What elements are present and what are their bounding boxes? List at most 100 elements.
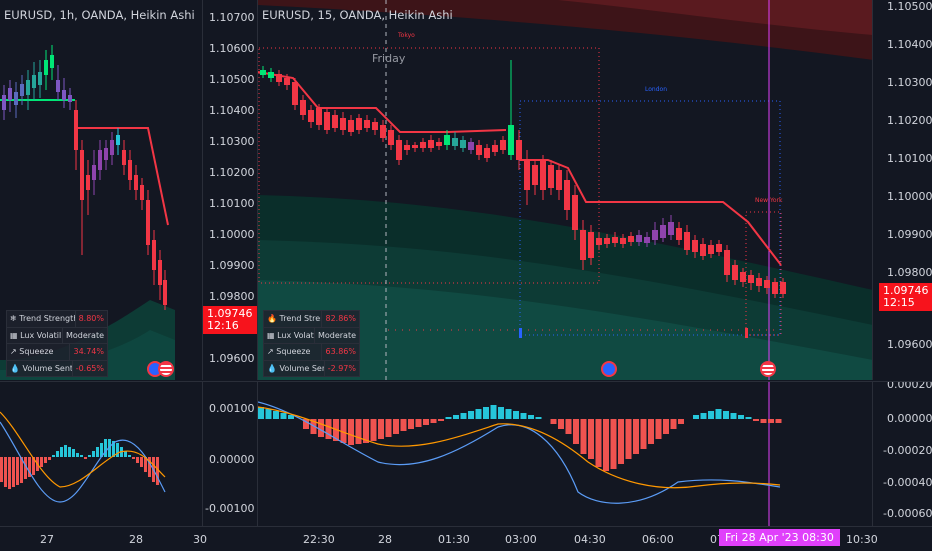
left-macd-bar [88, 455, 91, 457]
right-stat-label: Volume Sentiment [279, 363, 324, 373]
right-candle [372, 122, 378, 130]
drop-icon: 💧 [10, 363, 23, 373]
left-macd-pane[interactable] [0, 381, 202, 527]
right-macd-bar [550, 419, 557, 424]
right-candle [436, 142, 442, 146]
left-flag-us-icon[interactable] [158, 361, 174, 377]
right-stat-key: ▦ Lux Volatility [264, 327, 315, 343]
right-stat-row: ↗ Squeeze 63.86% [264, 344, 359, 361]
right-candle [676, 228, 682, 240]
right-signal-line [258, 406, 781, 489]
chart-icon: ▦ [10, 330, 21, 340]
right-macd-bar [655, 419, 662, 439]
right-candle [660, 225, 666, 238]
left-signal-line [0, 411, 166, 488]
right-candle [740, 272, 746, 282]
right-candle [412, 145, 418, 148]
left-price-tick: 1.09600 [209, 352, 255, 365]
right-macd-bar [265, 409, 272, 419]
right-candle [380, 125, 386, 138]
left-macd-bar [60, 447, 63, 457]
right-macd-bar [348, 419, 354, 445]
right-candle [748, 275, 754, 283]
right-candle [644, 237, 650, 243]
right-macd-bar [723, 411, 729, 419]
left-candle [56, 80, 60, 92]
right-candle [460, 140, 466, 148]
right-time-label: 01:30 [438, 533, 470, 546]
right-candle [428, 140, 434, 148]
snowflake-icon: ❄ [10, 314, 20, 323]
left-price-axis[interactable]: 1.10700 1.10600 1.10500 1.10400 1.10300 1.102… [202, 0, 257, 380]
right-macd-bar [498, 407, 504, 419]
left-candle [68, 95, 72, 102]
left-time-label: 28 [129, 533, 143, 546]
right-top-cloud-inner [558, 0, 873, 35]
right-macd-bar [475, 409, 482, 419]
right-macd-bar [535, 417, 542, 419]
right-stat-row: 🔥 Trend Strength82.86% [264, 311, 359, 328]
left-macd-bar [68, 447, 71, 457]
right-price-axis[interactable]: 1.10500 1.10400 1.10300 1.10200 1.10100 1.100… [872, 0, 932, 380]
right-candle [324, 112, 330, 130]
ny-marker [745, 328, 748, 338]
left-macd-bar [24, 457, 27, 479]
right-time-label: 22:30 [303, 533, 335, 546]
right-macd-bar [745, 417, 752, 419]
left-macd-bar [0, 457, 3, 482]
time-axis[interactable] [0, 526, 932, 551]
right-flag-us-icon[interactable] [760, 361, 776, 377]
right-macd-bar [580, 419, 587, 454]
right-time-label: 04:30 [574, 533, 606, 546]
left-macd-bar [12, 457, 15, 487]
right-supertrend-bear [258, 71, 507, 133]
london-label: London [645, 86, 667, 93]
right-price-tag: 1.09746 12:15 [879, 283, 932, 311]
right-macd-bar [528, 415, 534, 419]
right-macd-pane[interactable] [257, 381, 873, 527]
left-stat-row: ▦ Lux VolatilityModerate [7, 327, 107, 344]
left-candle [32, 75, 36, 88]
arrow-icon: ↗ [267, 347, 277, 356]
left-macd-bar [32, 457, 35, 475]
right-price-tick: 1.10100 [887, 152, 932, 165]
left-macd-line [0, 421, 166, 503]
left-time-label: 27 [40, 533, 54, 546]
newyork-label: New York [755, 197, 783, 204]
right-candle [260, 70, 266, 75]
right-chart-pane[interactable] [257, 0, 873, 380]
left-stat-label: Squeeze [19, 347, 54, 356]
right-macd-tick: 0.00000 [887, 412, 932, 425]
left-stat-key: 💧 Volume Sentiment [7, 360, 73, 376]
left-candle [8, 88, 12, 100]
left-price-tag: 1.09746 12:16 [203, 306, 257, 334]
right-macd-bar [715, 409, 722, 419]
right-macd-tick: -0.00020 [883, 444, 932, 457]
right-macd-bar [258, 407, 264, 419]
right-macd-bar [520, 413, 527, 419]
right-candle [732, 265, 738, 280]
right-macd-bar [408, 419, 414, 429]
left-candle [2, 95, 6, 110]
right-macd-bar [738, 415, 744, 419]
right-macd-bar [730, 413, 737, 419]
left-macd-bar [16, 457, 19, 485]
left-macd-tick: 0.00100 [209, 402, 255, 415]
right-candle [292, 82, 298, 105]
right-price-tick: 1.10500 [887, 0, 932, 13]
left-stat-row: 💧 Volume Sentiment-0.65% [7, 360, 107, 376]
right-macd-bar [318, 419, 324, 437]
right-macd-bar [693, 415, 699, 419]
left-stat-value: Moderate [65, 330, 104, 340]
right-flag-eu-icon[interactable] [601, 361, 617, 377]
left-candles [2, 45, 167, 310]
left-macd-bar [124, 451, 127, 457]
left-macd-bar [80, 455, 83, 457]
right-macd-svg [258, 382, 782, 527]
right-macd-tick: -0.00040 [883, 476, 932, 489]
right-stat-value: Moderate [317, 330, 356, 340]
right-macd-bar [445, 417, 452, 419]
right-macd-bar [625, 419, 632, 459]
right-candle [284, 78, 290, 85]
left-stat-value: 34.74% [73, 347, 104, 356]
